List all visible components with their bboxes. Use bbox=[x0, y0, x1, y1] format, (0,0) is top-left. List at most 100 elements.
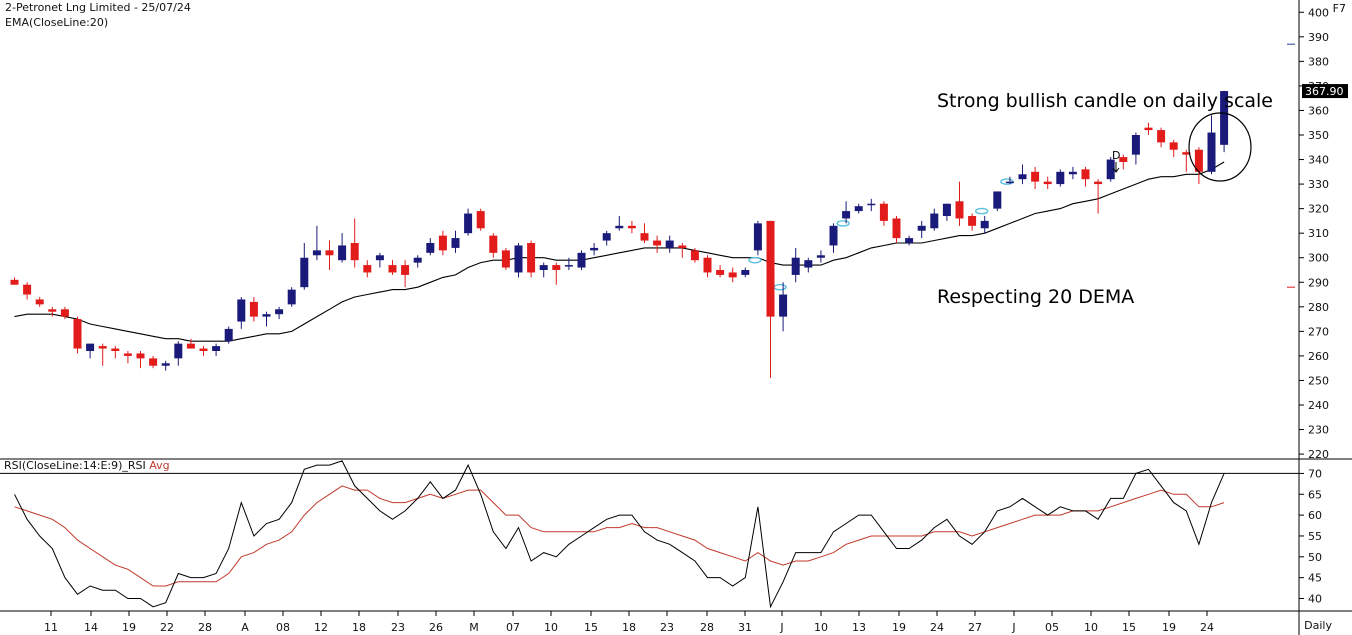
time-tick-label: 22 bbox=[160, 621, 174, 634]
candle bbox=[514, 243, 523, 278]
candle-body bbox=[237, 299, 246, 322]
rsi-avg-line bbox=[14, 485, 1225, 587]
candle-body bbox=[892, 218, 901, 239]
candle-body bbox=[1207, 132, 1216, 172]
price-tick-label: 360 bbox=[1308, 104, 1329, 117]
time-tick-label: 13 bbox=[852, 621, 866, 634]
candle bbox=[375, 252, 384, 268]
candle bbox=[1169, 139, 1178, 158]
signal-arrow-icon bbox=[1112, 162, 1120, 173]
time-tick-label: 18 bbox=[352, 621, 366, 634]
candle bbox=[237, 297, 246, 329]
candle bbox=[287, 287, 296, 307]
candle bbox=[388, 260, 397, 275]
candle bbox=[325, 240, 334, 270]
price-tick-label: 390 bbox=[1308, 31, 1329, 44]
candle-body bbox=[161, 363, 170, 366]
candle bbox=[804, 257, 813, 273]
time-tick-label: 08 bbox=[276, 621, 290, 634]
candle-body bbox=[1194, 149, 1203, 172]
candle-body bbox=[804, 260, 813, 268]
candle-body bbox=[249, 301, 258, 317]
price-tick-label: 240 bbox=[1308, 399, 1329, 412]
time-tick-label: 10 bbox=[1084, 621, 1098, 634]
rsi-layer bbox=[14, 460, 1225, 609]
candle bbox=[766, 220, 775, 378]
candle bbox=[438, 230, 447, 256]
candle-body bbox=[678, 245, 687, 248]
rsi-avg-label: Avg bbox=[149, 459, 170, 472]
candle-body bbox=[10, 279, 19, 285]
candle-body bbox=[753, 223, 762, 251]
candle bbox=[1106, 157, 1115, 182]
candle bbox=[363, 260, 372, 278]
candle bbox=[690, 247, 699, 263]
rsi-tick-label: 70 bbox=[1308, 467, 1322, 480]
candle-body bbox=[1081, 169, 1090, 180]
candle bbox=[98, 343, 107, 366]
candle bbox=[111, 346, 120, 359]
candle-body bbox=[539, 265, 548, 270]
candle-body bbox=[1005, 181, 1014, 184]
candle-body bbox=[350, 243, 359, 261]
price-tick-label: 290 bbox=[1308, 276, 1329, 289]
price-tick-label: 340 bbox=[1308, 154, 1329, 167]
candles-layer[interactable] bbox=[10, 90, 1229, 378]
candle-body bbox=[1106, 159, 1115, 180]
price-tick-label: 280 bbox=[1308, 301, 1329, 314]
candle bbox=[829, 223, 838, 253]
candle-body bbox=[854, 206, 863, 212]
candle-body bbox=[1056, 171, 1065, 185]
time-tick-label: 14 bbox=[84, 621, 98, 634]
candle bbox=[1119, 154, 1128, 170]
candle-body bbox=[590, 247, 599, 251]
candle bbox=[489, 233, 498, 258]
time-tick-label: 28 bbox=[198, 621, 212, 634]
candle bbox=[854, 203, 863, 214]
candle-body bbox=[300, 257, 309, 288]
candle-body bbox=[968, 216, 977, 226]
candle bbox=[955, 181, 964, 226]
time-tick-label: 12 bbox=[314, 621, 328, 634]
candle-body bbox=[829, 225, 838, 246]
candle-body bbox=[275, 309, 284, 315]
candle bbox=[905, 235, 914, 246]
candle bbox=[665, 235, 674, 253]
candle-body bbox=[741, 270, 750, 275]
time-tick-label: 05 bbox=[1045, 621, 1059, 634]
candle-body bbox=[905, 238, 914, 243]
annotation-bullish-candle: Strong bullish candle on daily scale bbox=[937, 90, 1273, 112]
candle-body bbox=[1220, 91, 1229, 145]
candle bbox=[401, 260, 410, 288]
ema-touch-marker bbox=[1000, 178, 1014, 185]
candle bbox=[136, 351, 145, 369]
time-tick-label: 10 bbox=[814, 621, 828, 634]
candle-body bbox=[60, 309, 69, 317]
rsi-label-text: RSI(CloseLine:14:E:9)_RSI bbox=[4, 459, 146, 472]
candle bbox=[703, 255, 712, 278]
candle bbox=[186, 338, 195, 349]
candle-body bbox=[1068, 171, 1077, 175]
ema-touch-marker bbox=[748, 256, 762, 264]
candle-body bbox=[199, 348, 208, 351]
candle-body bbox=[955, 201, 964, 219]
ema-touch-marker bbox=[773, 283, 787, 291]
candle bbox=[1081, 166, 1090, 187]
candle-body bbox=[438, 235, 447, 251]
candle bbox=[1182, 149, 1191, 172]
candle-body bbox=[375, 255, 384, 261]
rsi-tick-label: 45 bbox=[1308, 572, 1322, 585]
candle-body bbox=[879, 203, 888, 221]
candle-body bbox=[476, 211, 485, 229]
candle bbox=[980, 216, 989, 234]
signal-marker-label: D bbox=[1112, 149, 1120, 162]
candle bbox=[968, 213, 977, 231]
candle-body bbox=[779, 294, 788, 317]
price-tick-label: 380 bbox=[1308, 55, 1329, 68]
candle bbox=[879, 201, 888, 226]
candle-body bbox=[842, 211, 851, 219]
time-tick-label: 24 bbox=[1200, 621, 1214, 634]
candle-body bbox=[615, 225, 624, 229]
